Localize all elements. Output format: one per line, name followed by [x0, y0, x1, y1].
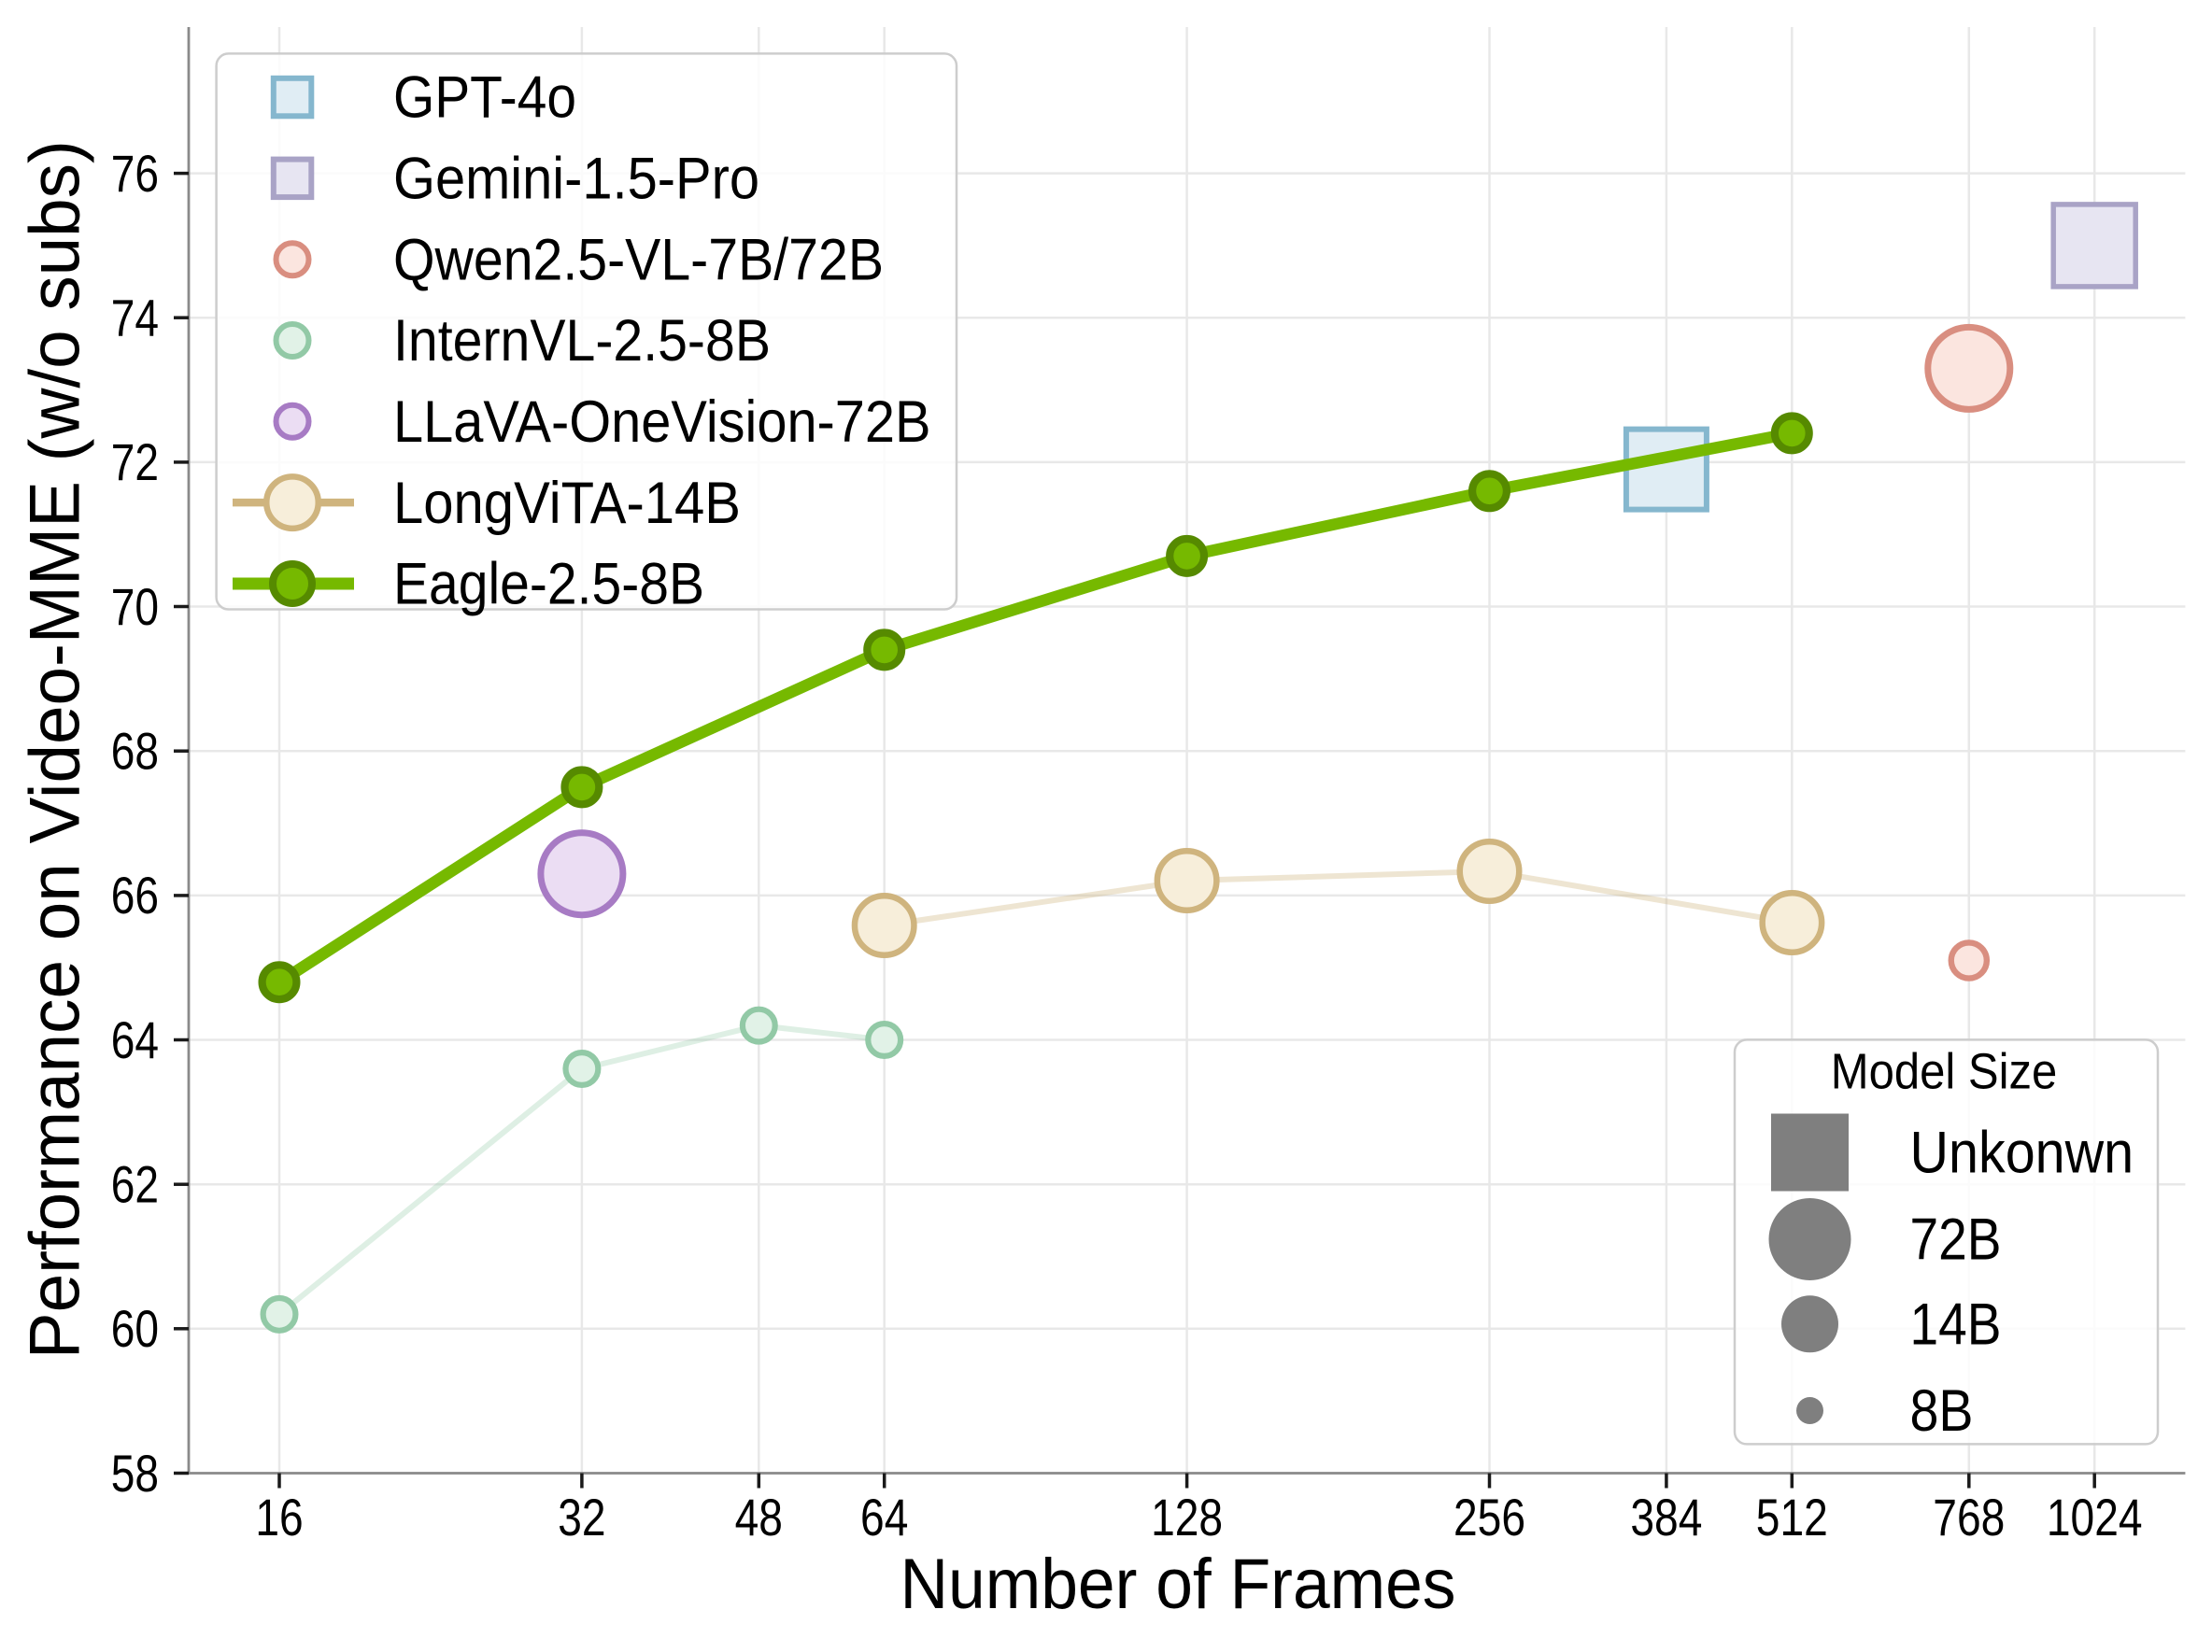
svg-text:LongViTA-14B: LongViTA-14B: [393, 471, 741, 536]
svg-text:Performance on Video-MME (w/o: Performance on Video-MME (w/o subs): [16, 140, 95, 1359]
svg-text:GPT-4o: GPT-4o: [393, 65, 576, 131]
svg-text:68: 68: [111, 722, 159, 781]
svg-text:Eagle-2.5-8B: Eagle-2.5-8B: [393, 552, 704, 617]
svg-text:Unkonwn: Unkonwn: [1910, 1121, 2134, 1186]
svg-text:66: 66: [111, 866, 159, 925]
svg-text:Qwen2.5-VL-7B/72B: Qwen2.5-VL-7B/72B: [393, 227, 884, 292]
svg-text:128: 128: [1151, 1488, 1223, 1546]
svg-text:14B: 14B: [1910, 1292, 2002, 1358]
svg-text:Gemini-1.5-Pro: Gemini-1.5-Pro: [393, 147, 759, 212]
svg-text:72: 72: [111, 432, 159, 491]
svg-text:72B: 72B: [1910, 1207, 2002, 1273]
svg-text:60: 60: [111, 1299, 159, 1358]
svg-text:70: 70: [111, 577, 159, 636]
svg-text:Model Size: Model Size: [1831, 1043, 2058, 1099]
svg-text:256: 256: [1453, 1488, 1525, 1546]
svg-text:8B: 8B: [1910, 1378, 1974, 1444]
svg-text:InternVL-2.5-8B: InternVL-2.5-8B: [393, 308, 771, 374]
svg-text:74: 74: [111, 289, 159, 347]
svg-text:384: 384: [1630, 1488, 1702, 1546]
svg-text:76: 76: [111, 144, 159, 203]
svg-text:64: 64: [111, 1010, 159, 1069]
svg-text:48: 48: [735, 1488, 783, 1546]
svg-text:64: 64: [860, 1488, 908, 1546]
svg-text:512: 512: [1756, 1488, 1828, 1546]
svg-text:16: 16: [255, 1488, 303, 1546]
svg-text:Number of Frames: Number of Frames: [900, 1545, 1456, 1624]
svg-text:1024: 1024: [2047, 1488, 2143, 1546]
svg-text:32: 32: [558, 1488, 605, 1546]
svg-text:768: 768: [1933, 1488, 2005, 1546]
svg-text:LLaVA-OneVision-72B: LLaVA-OneVision-72B: [393, 389, 931, 455]
svg-text:62: 62: [111, 1155, 159, 1214]
svg-text:58: 58: [111, 1444, 159, 1503]
